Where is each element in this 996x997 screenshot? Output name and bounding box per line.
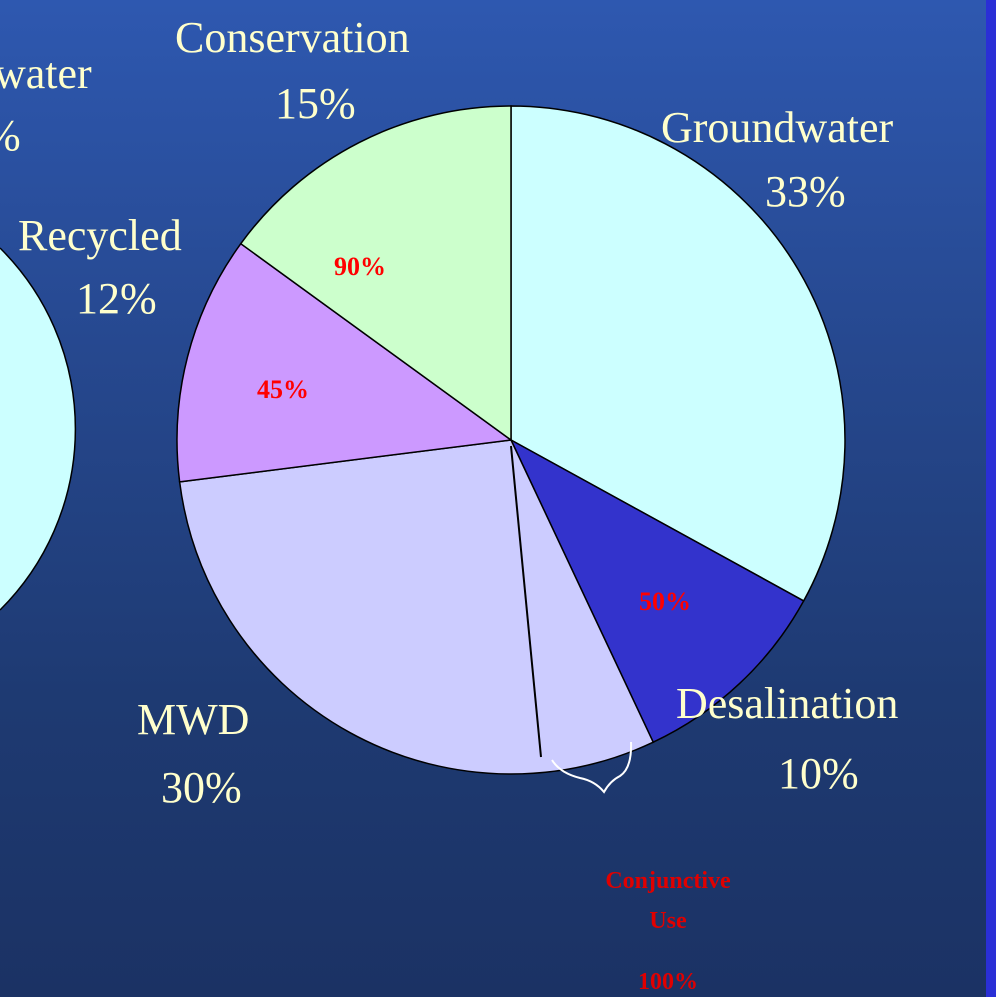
conjunctive-use-label-line2: Use <box>649 908 687 934</box>
groundwater-percent: 33% <box>765 167 846 216</box>
recycled-percent: 12% <box>76 274 157 323</box>
slide-edge-band <box>986 0 996 997</box>
pie-slice-conservation <box>239 105 512 442</box>
left-partial-pie <box>0 247 77 611</box>
pie-slices <box>176 105 846 775</box>
recycled-inner-label: 45% <box>257 375 309 404</box>
conjunctive-use-divider <box>510 445 542 758</box>
mwd-label: MWD <box>137 695 249 744</box>
pie-slice-groundwater <box>510 105 846 602</box>
mwd-percent: 30% <box>161 763 242 812</box>
desalination-label: Desalination <box>676 679 898 728</box>
conjunctive-use-brace <box>551 741 633 794</box>
left-partial-label: water <box>0 49 92 98</box>
pie-slice-desalination <box>509 438 805 744</box>
desalination-inner-label: 50% <box>639 587 691 616</box>
pie-slice-recycled <box>176 242 513 483</box>
recycled-label: Recycled <box>18 211 182 260</box>
conservation-label: Conservation <box>175 13 410 62</box>
left-partial-percent: % <box>0 111 21 160</box>
conjunctive-use-label-line1: Conjunctive <box>605 868 731 894</box>
conservation-percent: 15% <box>275 79 356 128</box>
desalination-percent: 10% <box>778 749 859 798</box>
conservation-inner-label: 90% <box>334 252 386 281</box>
conjunctive-use-value: 100% <box>638 969 698 995</box>
groundwater-label: Groundwater <box>661 103 893 152</box>
